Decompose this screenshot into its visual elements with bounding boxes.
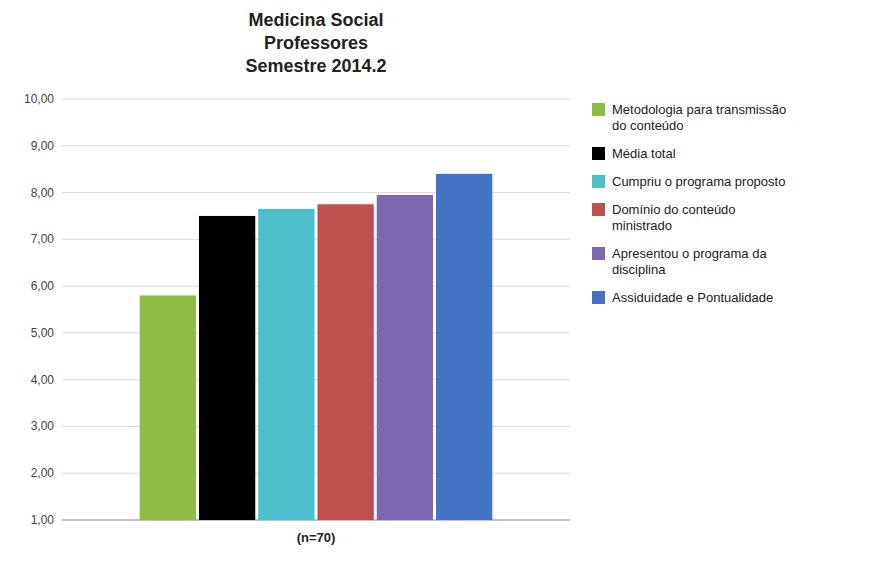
legend-label: Metodologia para transmissãodo conteúdo [612, 102, 786, 133]
y-tick-label: 1,00 [31, 513, 55, 527]
x-axis-line [62, 520, 570, 521]
grid-line [62, 99, 570, 100]
legend-label: Assiduidade e Pontualidade [612, 290, 773, 305]
legend-label-line: Metodologia para transmissão [612, 102, 786, 117]
legend-label: Média total [612, 146, 676, 161]
legend-label-line: do conteúdo [612, 118, 684, 133]
legend-label: Cumpriu o programa proposto [612, 174, 785, 189]
title: Medicina Social Professores Semestre 2014.… [245, 10, 386, 76]
y-tick-label: 6,00 [31, 279, 55, 293]
grid-line [62, 332, 570, 333]
bar [199, 216, 255, 520]
chart: Medicina Social Professores Semestre 2014.… [0, 0, 874, 561]
grid-line [62, 520, 570, 521]
bar [317, 204, 373, 520]
bar [436, 174, 492, 520]
legend-swatch [592, 103, 605, 116]
title-line: Professores [264, 33, 368, 53]
legend-swatch [592, 203, 605, 216]
title-line: Semestre 2014.2 [245, 56, 386, 76]
y-axis: 1,00 2,00 3,00 4,00 5,00 6,00 7,00 8,00 9,00 10,0… [24, 92, 54, 527]
background [0, 0, 874, 561]
y-tick-label: 4,00 [31, 373, 55, 387]
grid-line [62, 286, 570, 287]
y-tick-label: 7,00 [31, 232, 55, 246]
legend-swatch [592, 291, 605, 304]
legend-label-line: Apresentou o programa da [612, 246, 767, 261]
legend-label: Apresentou o programa dadisciplina [612, 246, 767, 277]
legend-label-line: disciplina [612, 262, 666, 277]
legend-label-line: Cumpriu o programa proposto [612, 174, 785, 189]
bar [258, 209, 314, 520]
title-line: Medicina Social [248, 10, 383, 30]
legend-label: Domínio do conteúdoministrado [612, 202, 736, 233]
legend: Metodologia para transmissãodo conteúdoM… [592, 102, 786, 305]
y-tick-label: 10,00 [24, 92, 54, 106]
y-tick-label: 9,00 [31, 139, 55, 153]
legend-swatch [592, 175, 605, 188]
bar [140, 295, 196, 520]
legend-label-line: Domínio do conteúdo [612, 202, 736, 217]
grid-line [62, 473, 570, 474]
legend-label-line: ministrado [612, 218, 672, 233]
grid-line [62, 192, 570, 193]
grid-line [62, 379, 570, 380]
y-tick-label: 3,00 [31, 419, 55, 433]
legend-swatch [592, 247, 605, 260]
grid-line [62, 145, 570, 146]
grid-line [62, 426, 570, 427]
x-tick-label: (n=70) [297, 530, 336, 545]
y-tick-label: 8,00 [31, 186, 55, 200]
legend-swatch [592, 147, 605, 160]
bar [377, 195, 433, 520]
bars [140, 174, 493, 520]
grid [62, 99, 570, 520]
legend-label-line: Assiduidade e Pontualidade [612, 290, 773, 305]
y-tick-label: 2,00 [31, 466, 55, 480]
legend-label-line: Média total [612, 146, 676, 161]
grid-line [62, 239, 570, 240]
y-tick-label: 5,00 [31, 326, 55, 340]
